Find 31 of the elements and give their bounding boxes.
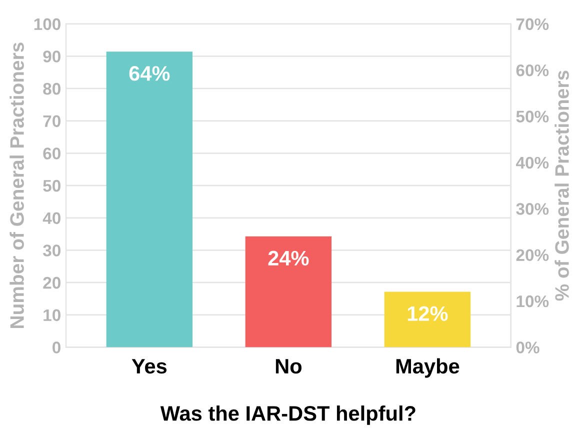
bar: [245, 236, 332, 348]
y-tick-label: 70: [43, 115, 60, 128]
y2-tick-label: 50%: [516, 110, 549, 122]
x-tick-label: No: [276, 359, 302, 374]
y-tick-label: 0: [52, 342, 60, 354]
x-axis-title: Was the IAR-DST helpful?: [160, 406, 416, 425]
bar: [384, 292, 471, 348]
data-label: 64%: [129, 66, 170, 81]
y2-axis-title: % of General Practioners: [554, 70, 569, 301]
y-tick-label: 10: [44, 309, 60, 322]
y-tick-label: 100: [34, 18, 60, 30]
bar: [106, 52, 193, 348]
y-tick-label: 80: [43, 82, 60, 95]
data-label: 12%: [408, 306, 448, 321]
y2-tick-label: 40%: [516, 156, 549, 169]
y-tick-label: 90: [43, 50, 60, 62]
y2-tick-label: 30%: [516, 203, 549, 215]
y-tick-label: 20: [43, 276, 60, 289]
x-tick-label: Maybe: [396, 358, 460, 378]
y-tick-label: 40: [42, 212, 60, 224]
y-axis-title: Number of General Practioners: [10, 42, 24, 328]
y2-tick-label: 20%: [516, 249, 549, 262]
y2-tick-label: 70%: [516, 18, 549, 30]
data-label: 24%: [268, 250, 309, 266]
y-tick-label: 50: [43, 180, 60, 192]
y2-tick-label: 10%: [516, 295, 549, 308]
y2-tick-label: 60%: [516, 64, 549, 76]
y2-tick-label: 0%: [516, 342, 540, 354]
y-tick-label: 60: [43, 148, 60, 160]
y-tick-label: 30: [42, 244, 60, 256]
x-tick-label: Yes: [132, 359, 167, 374]
